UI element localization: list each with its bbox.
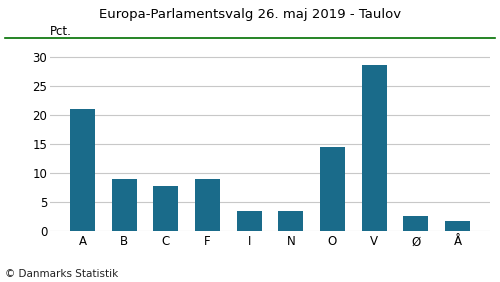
Bar xyxy=(154,186,178,231)
Text: © Danmarks Statistik: © Danmarks Statistik xyxy=(5,269,118,279)
Bar xyxy=(70,109,95,231)
Bar xyxy=(112,179,136,231)
Bar xyxy=(404,216,428,231)
Text: Europa-Parlamentsvalg 26. maj 2019 - Taulov: Europa-Parlamentsvalg 26. maj 2019 - Tau… xyxy=(99,8,401,21)
Bar xyxy=(362,65,386,231)
Bar xyxy=(195,179,220,231)
Bar xyxy=(236,211,262,231)
Bar xyxy=(445,221,470,231)
Bar xyxy=(278,211,303,231)
Bar xyxy=(320,147,345,231)
Text: Pct.: Pct. xyxy=(50,25,72,38)
